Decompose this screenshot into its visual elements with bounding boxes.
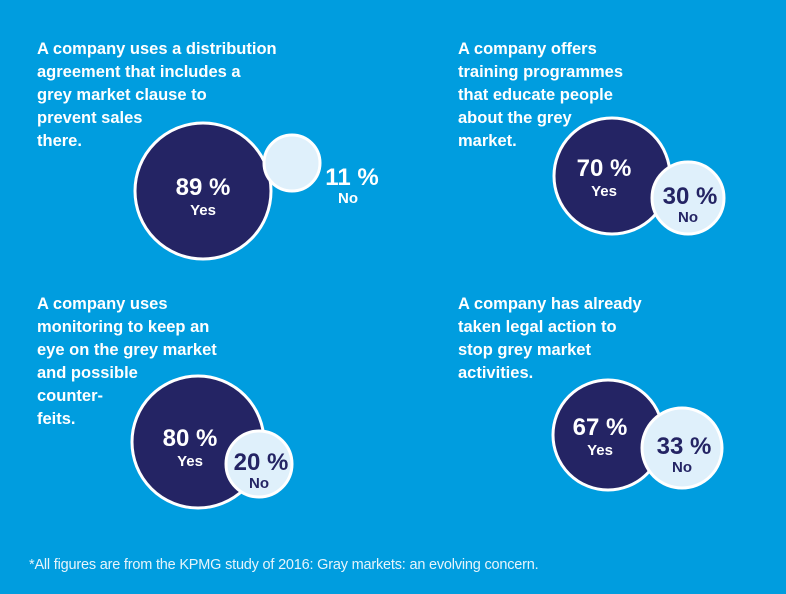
yes-category-label-4: Yes: [587, 442, 613, 459]
footnote: *All figures are from the KPMG study of …: [29, 557, 539, 573]
yes-category-label-2: Yes: [591, 183, 617, 200]
no-category-label-4: No: [672, 459, 692, 476]
yes-value-label-1: 89 %: [176, 174, 231, 201]
yes-value-label-4: 67 %: [573, 414, 628, 441]
no-bubble-4: [640, 406, 724, 490]
no-category-label-3: No: [249, 475, 269, 492]
no-bubble-3: [224, 429, 294, 499]
no-category-label-1: No: [338, 190, 358, 207]
yes-category-label-3: Yes: [177, 453, 203, 470]
yes-value-label-2: 70 %: [577, 155, 632, 182]
question-text-3: A company uses monitoring to keep an eye…: [37, 295, 217, 428]
no-bubble-1: [262, 133, 322, 193]
no-value-label-1: 11 %: [325, 164, 378, 191]
question-text-2: A company offers training programmes tha…: [458, 40, 624, 150]
yes-category-label-1: Yes: [190, 202, 216, 219]
yes-value-label-3: 80 %: [163, 425, 218, 452]
no-bubble-2: [650, 160, 726, 236]
question-text-1: A company uses a distribution agreement …: [37, 40, 277, 150]
no-value-label-4: 33 %: [657, 433, 712, 460]
yes-bubble-1: [133, 121, 273, 261]
no-value-label-3: 20 %: [234, 449, 289, 476]
no-value-label-2: 30 %: [663, 183, 718, 210]
no-category-label-2: No: [678, 209, 698, 226]
question-text-4: A company has already taken legal action…: [458, 295, 642, 382]
